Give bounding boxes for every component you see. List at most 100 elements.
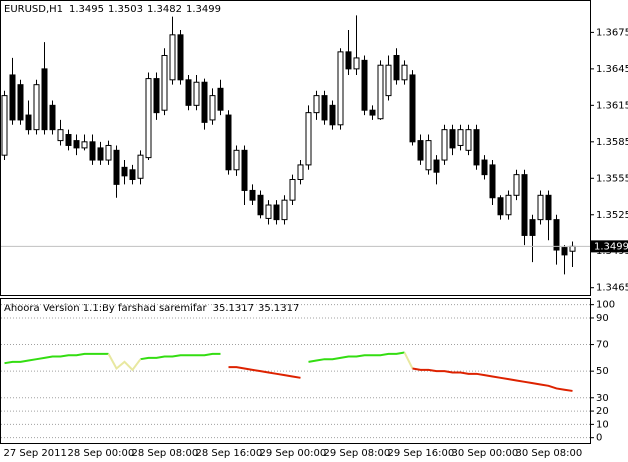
candle-body: [161, 54, 168, 111]
candle-body: [313, 95, 320, 114]
candle-body: [137, 154, 144, 179]
candle-body: [449, 129, 456, 149]
x-tick-label: 27 Sep 2011: [4, 448, 67, 459]
candle-body: [201, 81, 208, 123]
candle-body: [281, 199, 288, 221]
y-tick-label: 1.3525: [596, 210, 628, 221]
candle-body: [25, 114, 32, 131]
y-tick-label: 1.3675: [596, 27, 628, 38]
candle-body: [481, 159, 488, 176]
candle-body: [49, 104, 56, 131]
candle-body: [369, 109, 376, 116]
candle-body: [465, 129, 472, 151]
candle-body: [505, 194, 512, 216]
candle-body: [105, 144, 112, 161]
candle-body: [65, 134, 72, 146]
y-tick-label: 70: [596, 340, 609, 351]
candle-body: [569, 245, 576, 252]
candle-body: [41, 68, 48, 131]
symbol-title: EURUSD,H1: [4, 4, 63, 15]
candle-body: [497, 197, 504, 216]
main-header: EURUSD,H1 1.3495 1.3503 1.3482 1.3499: [4, 4, 221, 15]
last-close: 1.3499: [186, 4, 221, 15]
x-tick-label: 29 Sep 08:00: [324, 448, 391, 459]
y-tick-label: 1.3585: [596, 137, 628, 148]
last-open: 1.3495: [69, 4, 104, 15]
candle-body: [561, 247, 568, 256]
candle-body: [89, 141, 96, 161]
candle-body: [265, 204, 272, 219]
candle-body: [209, 95, 216, 121]
y-tick-label: 1.3645: [596, 64, 628, 75]
candle-body: [193, 81, 200, 106]
candle-body: [233, 149, 240, 171]
x-tick-label: 28 Sep 16:00: [196, 448, 263, 459]
candle-body: [337, 51, 344, 126]
candle-body: [177, 34, 184, 81]
candle-body: [1, 95, 8, 156]
candle-body: [393, 54, 400, 81]
indicator-line: [4, 351, 405, 365]
candle-body: [441, 129, 448, 161]
y-tick-label: 1.3555: [596, 173, 628, 184]
y-tick-label: 50: [596, 366, 609, 377]
candle-body: [113, 149, 120, 185]
candle-body: [305, 112, 312, 166]
candle-body: [273, 204, 280, 221]
candle-body: [377, 64, 384, 120]
candle-body: [473, 129, 480, 166]
main-panel: [0, 0, 591, 296]
candle-body: [145, 78, 152, 159]
candle-body: [129, 169, 136, 181]
candle-body: [433, 159, 440, 173]
candle-body: [169, 34, 176, 81]
last-high: 1.3503: [108, 4, 143, 15]
x-tick-label: 28 Sep 00:00: [68, 448, 135, 459]
candle-body: [73, 140, 80, 149]
candle-body: [401, 64, 408, 81]
candle-body: [457, 129, 464, 146]
y-tick-label: 90: [596, 313, 609, 324]
candle-body: [529, 219, 536, 236]
candle-body: [545, 194, 552, 221]
indicator-line: [228, 366, 573, 392]
candle-body: [153, 78, 160, 114]
last-low: 1.3482: [147, 4, 182, 15]
candle-body: [241, 149, 248, 191]
candle-body: [225, 114, 232, 171]
indicator-header: Ahoora Version 1.1:By farshad saremifar 3…: [4, 303, 299, 314]
candle-body: [385, 64, 392, 97]
x-tick-label: 30 Sep 08:00: [516, 448, 583, 459]
candle-body: [185, 79, 192, 106]
candle-body: [81, 141, 88, 149]
x-tick-label: 29 Sep 16:00: [388, 448, 455, 459]
readout: 35.1317: [213, 303, 254, 314]
candle-body: [249, 189, 256, 201]
candle-body: [17, 84, 24, 121]
candle-body: [97, 147, 104, 161]
y-tick-label: 20: [596, 406, 609, 417]
y-tick-label: 0: [596, 433, 602, 444]
y-tick-label: 1.3465: [596, 283, 628, 294]
candle-body: [409, 74, 416, 143]
candle-body: [289, 179, 296, 201]
candle-body: [353, 57, 360, 70]
candle-body: [537, 194, 544, 221]
y-tick-label: 1.3615: [596, 100, 628, 111]
candle-body: [33, 84, 40, 131]
candle-body: [297, 164, 304, 181]
candle-body: [121, 166, 128, 177]
candle-body: [321, 95, 328, 121]
candle-body: [553, 219, 560, 251]
last-price-box: [591, 240, 628, 253]
x-tick-label: 29 Sep 00:00: [260, 448, 327, 459]
y-tick-label: 100: [596, 300, 615, 311]
candle-body: [361, 59, 368, 111]
last-price-label: 1.3499: [594, 241, 628, 252]
candle-body: [9, 74, 16, 121]
indicator-line: [107, 352, 414, 372]
candle-body: [521, 174, 528, 236]
x-tick-label: 30 Sep 00:00: [452, 448, 519, 459]
